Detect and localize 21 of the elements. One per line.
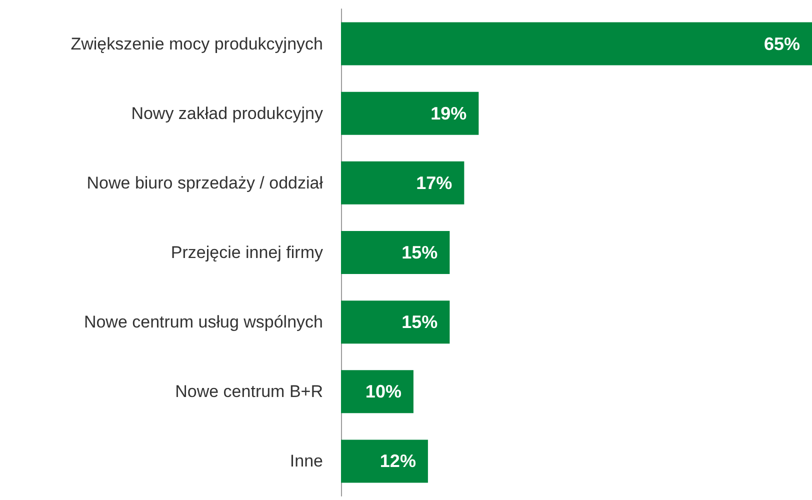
bar — [341, 370, 414, 414]
data-label: 19% — [430, 103, 467, 124]
y-tick-label: Przejęcie innej firmy — [170, 243, 324, 262]
bar — [341, 300, 450, 344]
y-tick-label: Nowe biuro sprzedaży / oddział — [86, 173, 324, 192]
y-tick-label: Nowe centrum usług wspólnych — [84, 312, 323, 332]
data-label: 15% — [402, 312, 438, 332]
y-tick-label: Zwiększenie mocy produkcyjnych — [70, 34, 323, 54]
data-label: 15% — [402, 242, 438, 262]
y-tick-label: Inne — [290, 452, 323, 471]
bar — [341, 22, 812, 66]
y-tick-label: Nowe centrum B+R — [175, 382, 323, 402]
data-label: 12% — [380, 451, 416, 472]
data-label: 10% — [365, 382, 402, 402]
bar — [341, 92, 479, 135]
data-label: 65% — [764, 34, 800, 54]
bar — [341, 231, 450, 274]
y-tick-label: Nowy zakład produkcyjny — [131, 104, 324, 123]
data-label: 17% — [416, 172, 452, 193]
bar — [341, 161, 464, 204]
bar — [341, 440, 428, 483]
